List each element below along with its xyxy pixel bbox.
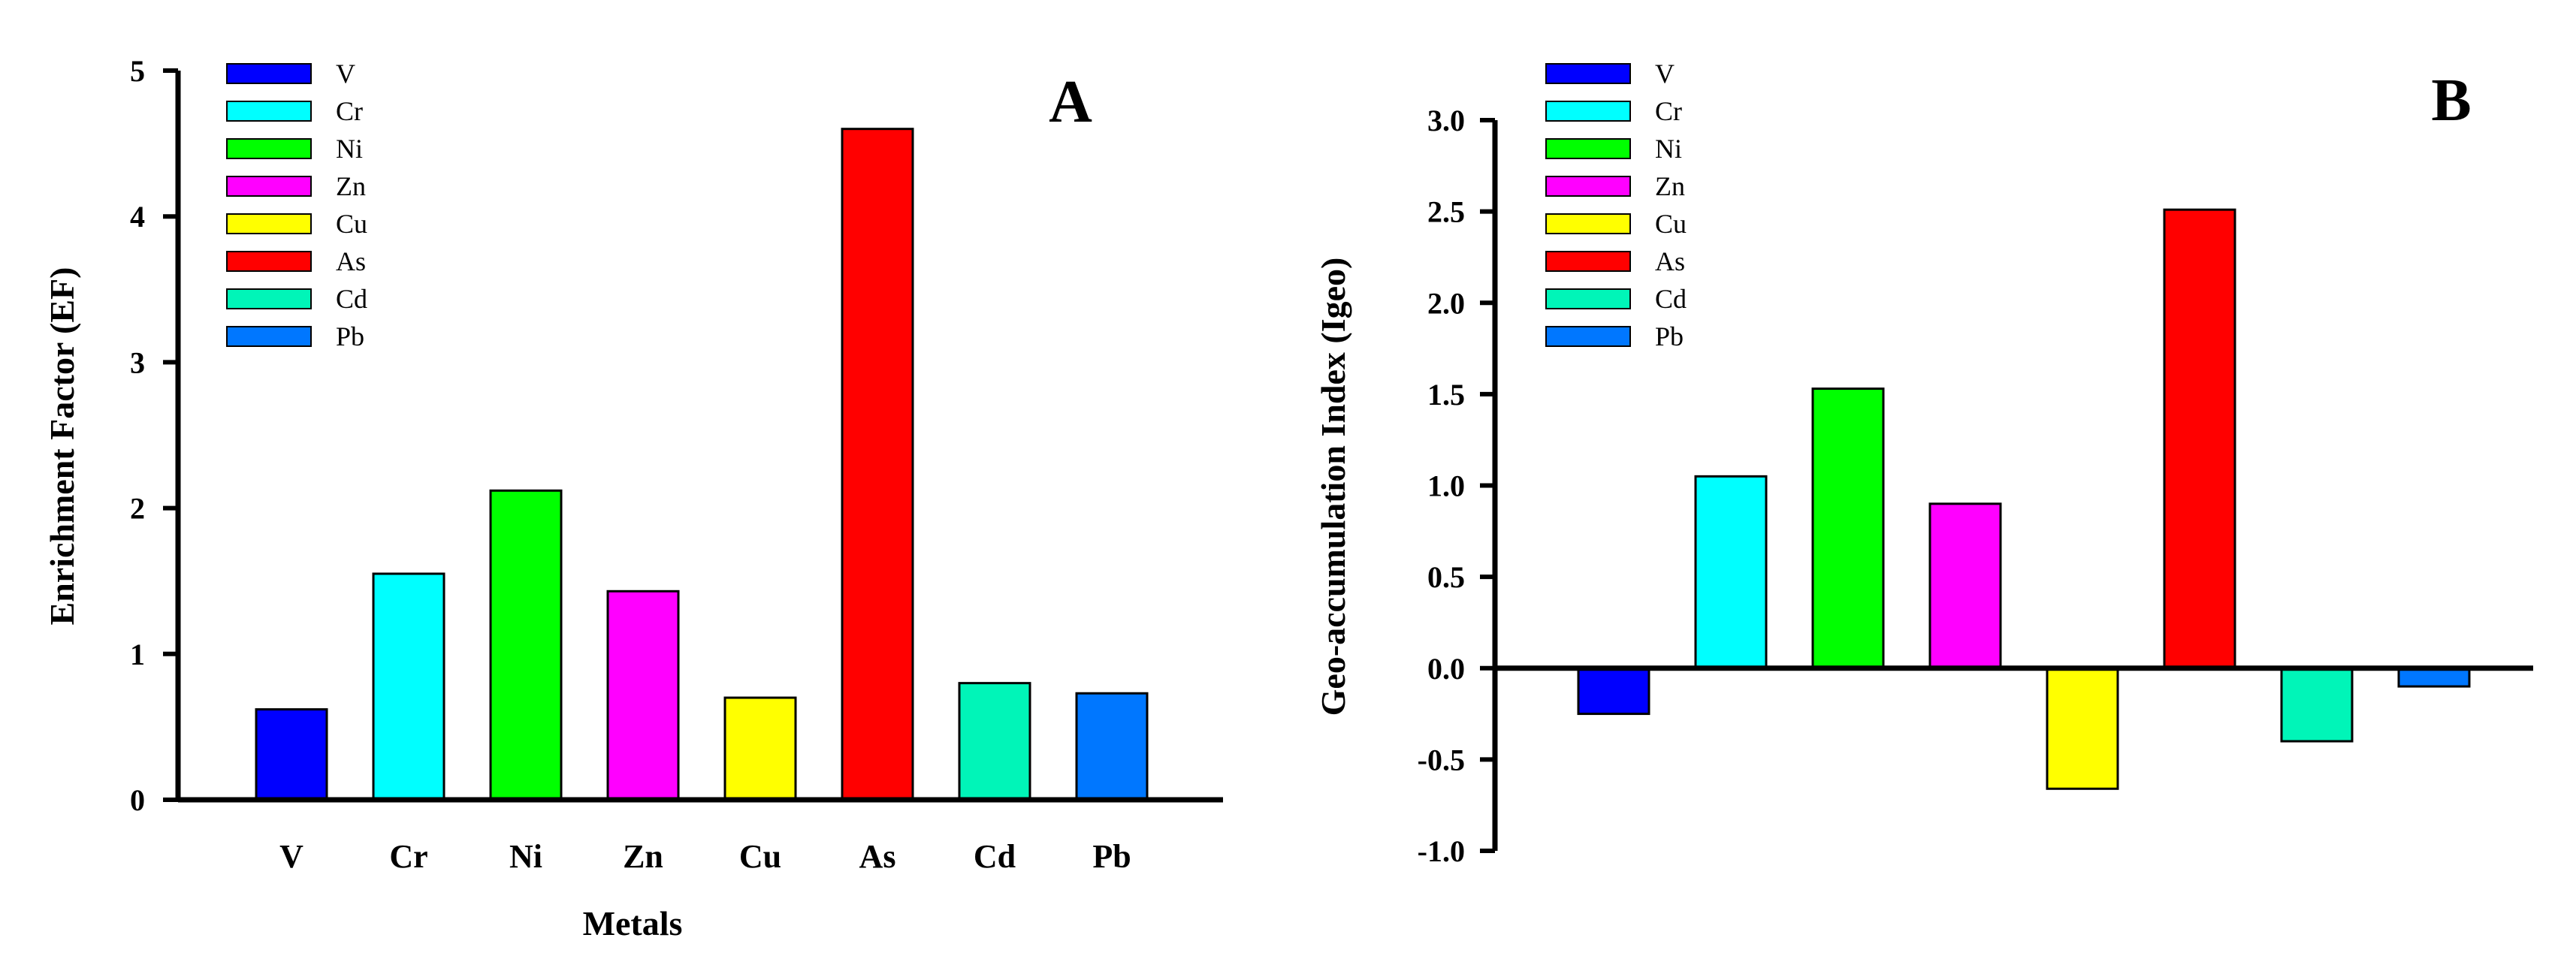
panel-a-bar-zn — [606, 590, 680, 801]
panel-b-bar-cr — [1694, 475, 1768, 670]
panel-b-ytick-label: 0.0 — [1427, 652, 1465, 686]
panel-a-category-label: Cd — [974, 838, 1016, 875]
panel-a-bar-v — [255, 708, 328, 801]
panel-b-ytick-label: 2.5 — [1427, 195, 1465, 229]
panel-a-bar-as — [841, 128, 914, 801]
panel-a-ytick-label: 0 — [130, 783, 145, 817]
panel-b-ytick-label: 0.5 — [1427, 560, 1465, 594]
panel-a-bar-pb — [1075, 692, 1149, 801]
panel-a-bar-cd — [958, 682, 1031, 801]
panel-b-legend-label: As — [1655, 246, 1685, 276]
panel-b-legend-label: Ni — [1655, 134, 1682, 164]
panel-a-ytick-label: 4 — [130, 200, 145, 234]
panel-b-bar-zn — [1928, 502, 2002, 670]
panel-a-legend-swatch — [226, 288, 312, 309]
panel-a-legend: V Cr Ni Zn Cu As Cd Pb — [226, 59, 367, 351]
panel-a-legend-label: As — [336, 246, 366, 276]
panel-b-bar-cu — [2046, 667, 2119, 790]
panel-b-ytick-label: 1.5 — [1427, 378, 1465, 412]
panel-b-legend-swatch — [1545, 288, 1631, 309]
panel-b-ylabel: Geo-accumulation Index (Igeo) — [1314, 258, 1352, 716]
panel-a-category-label: As — [859, 838, 896, 875]
panel-a-bar-cr — [372, 572, 445, 801]
panel-b-bar-ni — [1811, 387, 1885, 670]
panel-a-legend-label: Ni — [336, 134, 363, 164]
panel-b-bar-v — [1577, 667, 1650, 716]
panel-b-ytick-label: -1.0 — [1418, 834, 1465, 868]
panel-b-ytick-label: 3.0 — [1427, 104, 1465, 137]
panel-a-ytick-label: 1 — [130, 638, 145, 671]
panel-a-legend-swatch — [226, 251, 312, 272]
panel-a-legend-label: Cd — [336, 284, 367, 314]
panel-b-legend-label: Cr — [1655, 96, 1682, 126]
panel-b-bar-cd — [2280, 667, 2354, 743]
panel-a-ytick-label: 3 — [130, 345, 145, 379]
panel-b-legend-label: Zn — [1655, 171, 1685, 201]
panel-a-legend-label: Cr — [336, 96, 363, 126]
panel-b-bar-as — [2163, 208, 2236, 670]
panel-a-legend-swatch — [226, 176, 312, 197]
panel-b-legend-swatch — [1545, 138, 1631, 159]
panel-a-ylabel: Enrichment Factor (EF) — [43, 267, 81, 626]
panel-a-legend-label: Cu — [336, 209, 367, 239]
panel-a-legend-label: V — [336, 59, 355, 89]
panel-b-ytick-label: 1.0 — [1427, 469, 1465, 503]
panel-b-geo-accumulation-chart: -1.0 -0.5 0.0 0.5 1.0 1.5 2.0 2.5 3.0 Geo-accumu… — [1314, 59, 2533, 868]
panel-b-legend-label: Cu — [1655, 209, 1687, 239]
panel-a-category-label: Cu — [739, 838, 781, 875]
panel-a-category-label: Zn — [623, 838, 663, 875]
panel-b-legend-label: Pb — [1655, 321, 1684, 351]
panel-a-category-label: Pb — [1092, 838, 1131, 875]
panel-b-legend-swatch — [1545, 63, 1631, 84]
panel-b-legend-swatch — [1545, 213, 1631, 234]
panel-a-legend-swatch — [226, 213, 312, 234]
panel-a-category-label: Cr — [389, 838, 427, 875]
panel-b-legend-swatch — [1545, 251, 1631, 272]
panel-a-category-label: Ni — [509, 838, 542, 875]
panel-a-enrichment-factor-chart: 0 1 2 3 4 5 V Cr Ni Zn Cu As Cd Pb Enrichment Factor… — [43, 54, 1223, 942]
panel-b-legend-swatch — [1545, 101, 1631, 122]
panel-b-legend: V Cr Ni Zn Cu As Cd Pb — [1545, 59, 1687, 351]
panel-a-bar-cu — [723, 696, 797, 801]
panel-a-ytick-label: 5 — [130, 54, 145, 88]
panel-a-letter: A — [1049, 69, 1092, 135]
panel-b-ytick-label: -0.5 — [1418, 743, 1465, 776]
panel-a-ytick-label: 2 — [130, 492, 145, 526]
panel-b-legend-swatch — [1545, 176, 1631, 197]
panel-a-legend-label: Pb — [336, 321, 364, 351]
panel-a-xlabel: Metals — [583, 904, 683, 942]
panel-a-legend-swatch — [226, 63, 312, 84]
panel-a-category-label: V — [279, 838, 304, 875]
panel-b-ytick-label: 2.0 — [1427, 286, 1465, 320]
panel-a-bar-ni — [489, 489, 563, 801]
panel-b-legend-label: Cd — [1655, 284, 1687, 314]
panel-b-legend-swatch — [1545, 326, 1631, 347]
panel-b-legend-label: V — [1655, 59, 1675, 89]
panel-a-legend-label: Zn — [336, 171, 366, 201]
panel-a-legend-swatch — [226, 326, 312, 347]
panel-b-letter: B — [2431, 68, 2471, 134]
panel-a-legend-swatch — [226, 101, 312, 122]
panel-a-legend-swatch — [226, 138, 312, 159]
panel-b-bar-pb — [2397, 667, 2471, 688]
